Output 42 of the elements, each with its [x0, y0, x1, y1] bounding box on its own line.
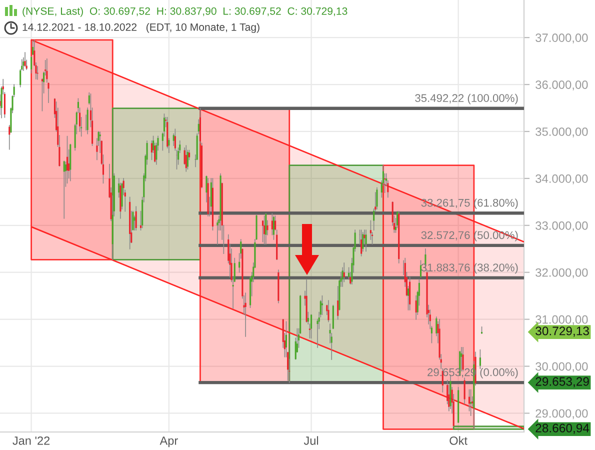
y-tick-label: 30.000,00	[536, 362, 588, 372]
x-tick-label: Okt	[450, 436, 468, 445]
y-tick-label: 33.000,00	[536, 221, 588, 232]
y-tick-label: 36.000,00	[536, 80, 588, 90]
y-tick-label: 32.000,00	[536, 268, 588, 278]
text: (NYSE, Last) O: 30.697,52 H: 30.837,90 L: 30.697,52 C: 30.729,13	[22, 7, 348, 17]
x-tick-label: Apr	[160, 436, 178, 448]
candlestick	[376, 187, 378, 210]
candlestick	[332, 304, 334, 330]
candlestick	[271, 213, 273, 236]
x-tick-label: Jan '22	[12, 436, 50, 445]
candlestick	[63, 160, 65, 219]
annotation: 29.653,29	[536, 377, 589, 388]
candlestick	[462, 347, 464, 372]
candlestick	[409, 276, 411, 310]
candlestick	[479, 349, 481, 370]
series-label: 35.492,22 (100.00%)	[415, 94, 518, 104]
y-tick-label: 34.000,00	[536, 174, 588, 184]
candlestick	[30, 56, 32, 74]
candlestick	[163, 114, 166, 137]
candlestick	[328, 300, 330, 322]
candlestick	[24, 52, 26, 67]
candlestick	[41, 78, 44, 112]
candlestick	[266, 220, 268, 236]
candlestick	[150, 140, 153, 160]
candlestick	[272, 216, 275, 240]
y-tick-label: 31.000,00	[536, 315, 588, 326]
y-tick-label: 35.000,00	[536, 127, 588, 138]
candlestick	[46, 58, 48, 83]
candlestick	[48, 82, 50, 103]
candlestick	[464, 378, 466, 404]
candlestick	[285, 321, 288, 358]
candlestick	[66, 136, 68, 184]
annotation: 30.729,13	[536, 326, 589, 337]
y-tick-label: 37.000,00	[536, 34, 588, 44]
candlestick	[420, 260, 422, 278]
candlestick	[310, 314, 312, 339]
x-tick-label: Jul	[304, 436, 318, 445]
text: 14.12.2021 - 18.10.2022 (EDT, 10 Monate, 1 Tag)	[22, 23, 260, 33]
annotation: 28.660,94	[536, 424, 590, 434]
y-tick-label: 29.000,00	[536, 409, 588, 420]
candlestick	[365, 230, 367, 252]
